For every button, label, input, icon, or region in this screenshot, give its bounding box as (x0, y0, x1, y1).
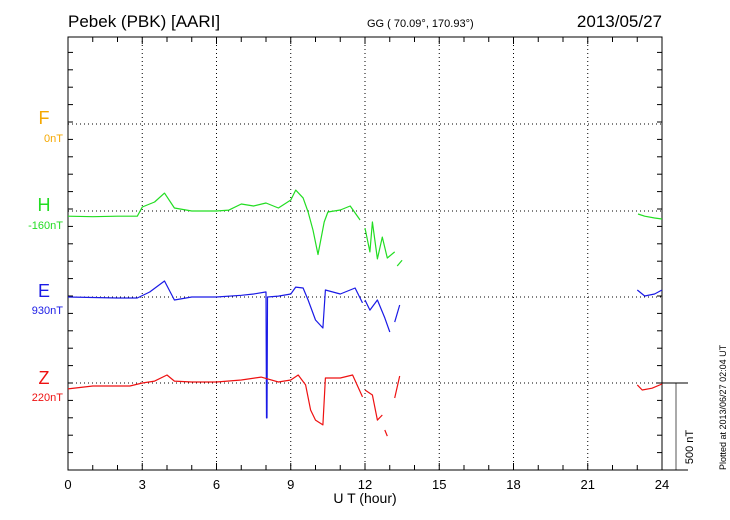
x-tick-label: 12 (358, 477, 372, 492)
component-label-f: F (39, 108, 50, 128)
series-e-line (636, 289, 663, 297)
component-label-z: Z (39, 368, 50, 388)
series-h-line (637, 213, 663, 220)
series-z-line (364, 389, 383, 421)
series-h-line (364, 221, 396, 260)
station-title: Pebek (PBK) [AARI] (68, 12, 220, 31)
component-offset-e: 930nT (32, 305, 63, 317)
series-e-line (67, 280, 364, 419)
x-tick-label: 9 (287, 477, 294, 492)
series-z-line (394, 375, 401, 399)
series-z-line (384, 429, 388, 437)
component-offset-z: 220nT (32, 392, 63, 404)
component-label-e: E (38, 281, 50, 301)
x-tick-label: 21 (581, 477, 595, 492)
series-z-line (636, 383, 663, 391)
x-tick-label: 18 (506, 477, 520, 492)
x-axis-label: U T (hour) (333, 490, 396, 506)
date-label: 2013/05/27 (577, 12, 662, 31)
x-tick-label: 6 (213, 477, 220, 492)
x-tick-label: 0 (64, 477, 71, 492)
component-offset-f: 0nT (44, 133, 63, 145)
component-label-h: H (38, 195, 51, 215)
series-e-line (364, 299, 391, 333)
x-tick-label: 24 (655, 477, 669, 492)
series-z-line (67, 374, 364, 426)
scale-bar-label: 500 nT (684, 430, 696, 465)
series-h-line (396, 259, 403, 267)
plotted-at-label: Plotted at 2013/06/27 02:04 UT (718, 344, 728, 470)
x-tick-label: 15 (432, 477, 446, 492)
series-e-line (394, 304, 401, 323)
component-offset-h: -160nT (28, 220, 63, 232)
coordinates: GG ( 70.09°, 170.93°) (367, 18, 474, 30)
x-tick-label: 3 (139, 477, 146, 492)
series-h-line (67, 189, 361, 256)
